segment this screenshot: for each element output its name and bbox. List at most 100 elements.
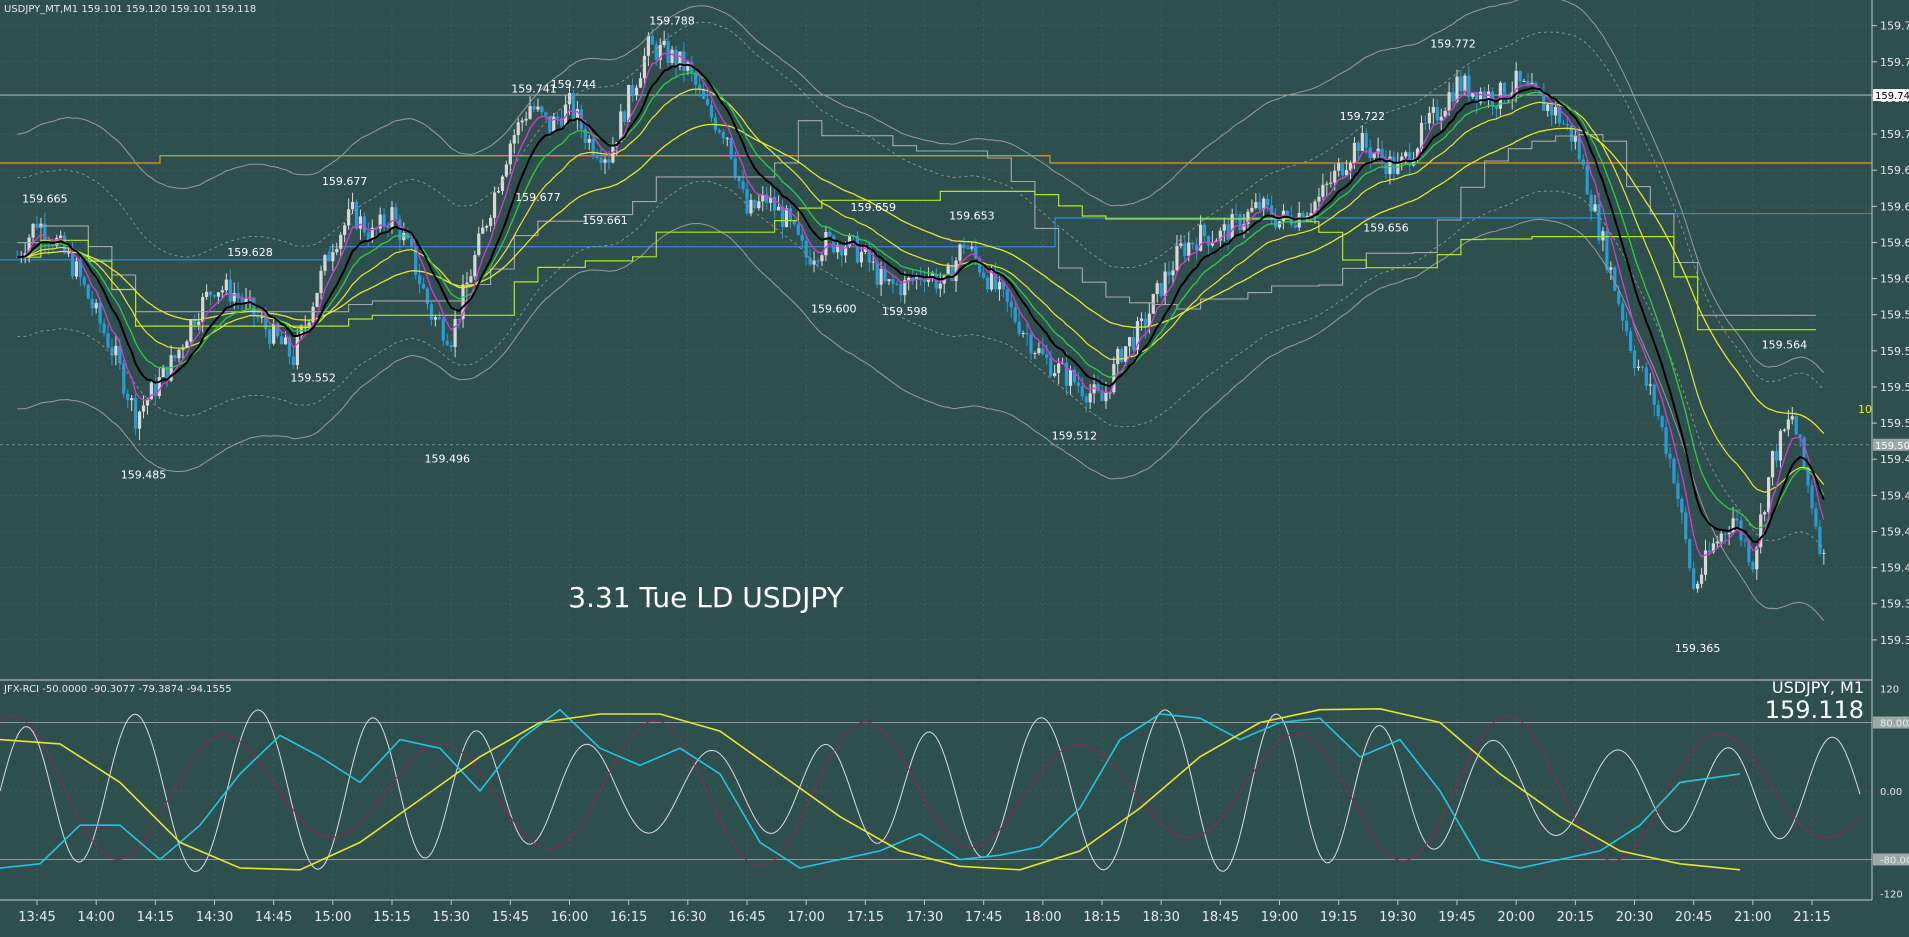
candle-body xyxy=(279,336,284,345)
candle-body xyxy=(1601,231,1605,241)
candle-body xyxy=(970,247,974,249)
candle-body xyxy=(386,226,390,228)
candle-body xyxy=(1731,518,1735,533)
rci-tick-label: 120 xyxy=(1880,684,1899,695)
candle-body xyxy=(1447,92,1451,111)
candle-body xyxy=(812,260,816,265)
candle-body xyxy=(402,232,406,241)
candle-body xyxy=(1613,267,1617,291)
candle-body xyxy=(579,109,583,130)
candle-body xyxy=(599,157,603,163)
candle-body xyxy=(1696,583,1700,589)
candle-body xyxy=(1250,207,1254,212)
candle-body xyxy=(859,251,863,263)
candle-body xyxy=(1396,162,1400,174)
candle-body xyxy=(1664,427,1668,454)
candle-body xyxy=(244,298,248,304)
candle-body xyxy=(958,244,962,261)
candle-body xyxy=(1021,333,1025,335)
candle-body xyxy=(1814,508,1818,527)
candle-body xyxy=(1719,533,1723,542)
candle-body xyxy=(1794,416,1798,435)
candle-body xyxy=(824,232,828,256)
candle-body xyxy=(1139,318,1144,322)
candle-body xyxy=(1049,357,1053,377)
price-tick-label: 159.440 xyxy=(1880,525,1909,538)
candle-body xyxy=(938,283,942,289)
candle-body xyxy=(1759,514,1763,548)
candle-body xyxy=(31,223,35,238)
candle-body xyxy=(1301,212,1305,221)
price-tick-label: 159.515 xyxy=(1880,417,1909,430)
candle-body xyxy=(343,225,347,235)
candle-body xyxy=(1041,348,1045,355)
candle-body xyxy=(256,316,260,318)
level-price-label: 159.500 xyxy=(1875,441,1909,452)
candle-body xyxy=(1755,547,1759,570)
candle-body xyxy=(1084,396,1088,403)
candle-body xyxy=(796,224,800,235)
candle-body xyxy=(780,206,785,227)
candle-body xyxy=(1128,337,1132,347)
candle-body xyxy=(729,138,733,159)
candle-body xyxy=(1723,533,1727,535)
candle-body xyxy=(1104,392,1108,402)
time-tick-label: 20:15 xyxy=(1557,910,1594,925)
candle-body xyxy=(769,196,773,203)
candle-body xyxy=(1033,353,1037,355)
candle-body xyxy=(828,232,832,236)
candle-body xyxy=(1143,318,1147,327)
candle-body xyxy=(745,188,749,214)
candle-body xyxy=(1699,574,1704,584)
time-tick-label: 17:00 xyxy=(787,910,824,925)
candle-body xyxy=(749,199,753,214)
time-tick-label: 20:00 xyxy=(1497,910,1534,925)
candle-body xyxy=(1068,369,1073,386)
candle-body xyxy=(548,115,552,133)
candle-body xyxy=(212,295,217,297)
candle-body xyxy=(66,252,71,254)
candle-body xyxy=(1155,283,1159,295)
candle-body xyxy=(193,320,197,325)
rci-yellow-line xyxy=(0,707,1741,871)
peak-label: 159.653 xyxy=(949,210,995,223)
candle-body xyxy=(1648,384,1652,386)
candle-body xyxy=(461,284,465,320)
price-pane[interactable]: 159.665 159.485 159.628 159.552 159.677 159.4… xyxy=(0,0,1909,676)
candle-body xyxy=(1293,224,1297,228)
candle-body xyxy=(1589,194,1593,212)
candle-body xyxy=(879,268,883,285)
candle-body xyxy=(358,216,363,229)
candle-body xyxy=(1222,224,1226,231)
candle-body xyxy=(272,323,276,344)
candle-body xyxy=(903,280,907,296)
candle-body xyxy=(1774,451,1779,461)
price-grid xyxy=(0,4,1872,676)
candle-body xyxy=(516,122,520,136)
ichimoku-gray-line xyxy=(17,120,1816,316)
symbol-name: USDJPY, M1 xyxy=(1772,678,1864,697)
candle-body xyxy=(887,279,891,282)
candle-body xyxy=(347,209,351,226)
candle-body xyxy=(86,284,90,299)
candle-body xyxy=(1585,165,1589,195)
candle-body xyxy=(228,279,232,302)
candle-body xyxy=(993,270,998,290)
candle-body xyxy=(1419,122,1424,149)
candle-body xyxy=(268,329,272,344)
candle-body xyxy=(1636,366,1641,369)
candle-body xyxy=(1743,540,1747,542)
candle-body xyxy=(1727,532,1731,535)
candle-body xyxy=(702,88,706,99)
candle-body xyxy=(1786,419,1790,430)
candle-body xyxy=(654,44,658,60)
candle-body xyxy=(98,302,102,324)
candle-body xyxy=(145,399,150,406)
candle-body xyxy=(603,159,607,163)
candle-body xyxy=(1806,466,1810,486)
rci-pane[interactable]: 120 80.0000 0.00 -80.0000 -120 xyxy=(0,684,1909,901)
candle-body xyxy=(1518,70,1522,82)
candle-body xyxy=(611,146,615,163)
